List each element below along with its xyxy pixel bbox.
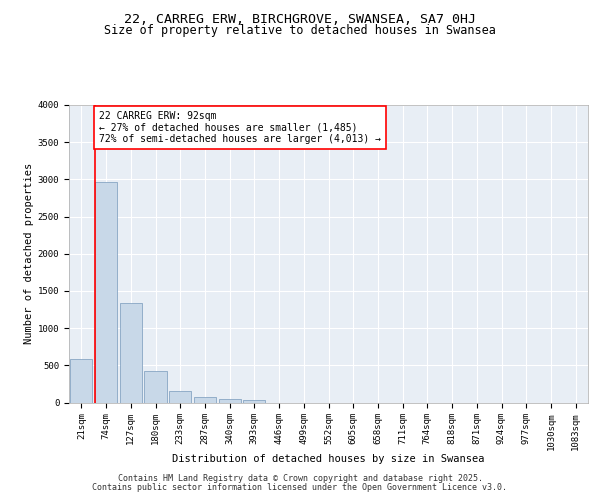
Bar <box>95 182 117 402</box>
Text: Size of property relative to detached houses in Swansea: Size of property relative to detached ho… <box>104 24 496 37</box>
Bar <box>243 400 265 402</box>
Text: 22 CARREG ERW: 92sqm
← 27% of detached houses are smaller (1,485)
72% of semi-de: 22 CARREG ERW: 92sqm ← 27% of detached h… <box>98 111 380 144</box>
Bar <box>119 303 142 402</box>
Bar <box>145 370 167 402</box>
Bar <box>194 397 216 402</box>
Bar <box>70 360 92 403</box>
Text: Contains HM Land Registry data © Crown copyright and database right 2025.: Contains HM Land Registry data © Crown c… <box>118 474 482 483</box>
Text: 22, CARREG ERW, BIRCHGROVE, SWANSEA, SA7 0HJ: 22, CARREG ERW, BIRCHGROVE, SWANSEA, SA7… <box>124 13 476 26</box>
Text: Contains public sector information licensed under the Open Government Licence v3: Contains public sector information licen… <box>92 484 508 492</box>
Bar <box>169 391 191 402</box>
Bar <box>218 399 241 402</box>
Y-axis label: Number of detached properties: Number of detached properties <box>23 163 34 344</box>
X-axis label: Distribution of detached houses by size in Swansea: Distribution of detached houses by size … <box>172 454 485 464</box>
